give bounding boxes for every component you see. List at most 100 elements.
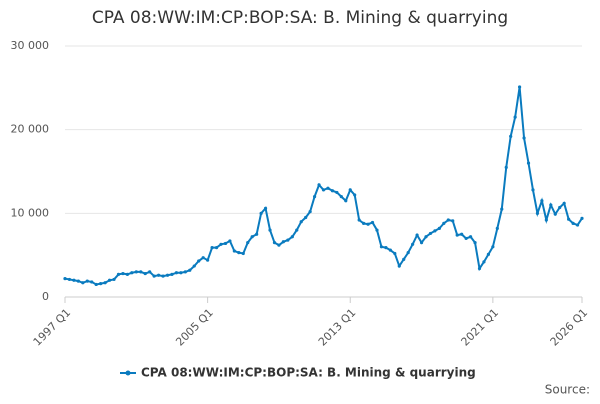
point: [558, 205, 562, 210]
point: [473, 241, 477, 245]
point: [121, 271, 125, 276]
point: [504, 165, 508, 169]
point: [522, 136, 526, 140]
point: [277, 243, 281, 247]
point: [125, 272, 129, 277]
point: [179, 271, 183, 275]
point: [460, 232, 464, 236]
point: [482, 260, 486, 264]
point: [143, 271, 147, 276]
point: [72, 278, 76, 282]
point: [183, 270, 187, 274]
point: [134, 270, 138, 274]
point: [116, 272, 121, 277]
point: [94, 282, 98, 287]
x-tick-label: 1997 Q1: [31, 306, 74, 349]
point: [580, 216, 584, 220]
point: [540, 199, 544, 203]
legend-label: CPA 08:WW:IM:CP:BOP:SA: B. Mining & quar…: [141, 366, 476, 380]
point: [223, 241, 228, 246]
point: [402, 257, 406, 261]
point: [286, 238, 290, 242]
point: [544, 218, 548, 222]
point: [174, 271, 179, 275]
point: [526, 161, 531, 165]
point: [237, 251, 241, 255]
series-line: [64, 86, 583, 286]
point: [152, 274, 156, 278]
point: [210, 246, 214, 250]
y-tick-label: 30 000: [11, 39, 50, 52]
point: [375, 228, 379, 232]
point: [339, 195, 343, 199]
point: [446, 218, 450, 222]
point: [495, 226, 499, 230]
point: [362, 221, 366, 225]
point: [562, 201, 566, 205]
point: [477, 266, 482, 271]
point: [384, 246, 388, 250]
x-tick-label: 2013 Q1: [316, 306, 359, 349]
point: [491, 245, 495, 249]
point: [411, 242, 415, 246]
point: [76, 279, 80, 283]
point: [299, 220, 303, 224]
point: [112, 277, 116, 282]
point: [379, 245, 384, 249]
point: [549, 203, 553, 207]
point: [165, 273, 170, 277]
point: [451, 219, 455, 223]
point: [130, 271, 134, 275]
point: [353, 193, 357, 197]
point: [388, 248, 392, 252]
point: [295, 228, 299, 232]
point: [259, 211, 263, 215]
point: [348, 188, 352, 192]
point: [255, 232, 259, 236]
point: [312, 195, 317, 199]
point: [326, 186, 330, 190]
point: [500, 207, 504, 211]
source: Source:: [545, 383, 590, 397]
point: [415, 233, 419, 237]
x-tick-label: 2021 Q1: [459, 306, 502, 349]
point: [232, 249, 236, 253]
x-tick-label: 2026 Q1: [548, 306, 591, 349]
point: [366, 222, 370, 226]
point: [148, 270, 152, 274]
point: [228, 239, 232, 243]
point: [67, 277, 72, 282]
point: [531, 188, 535, 192]
point: [308, 210, 312, 214]
point: [535, 211, 540, 215]
point: [464, 236, 468, 241]
point: [139, 270, 143, 274]
point: [63, 276, 67, 281]
point: [344, 199, 348, 203]
point: [161, 274, 165, 278]
point: [330, 189, 335, 193]
point: [468, 235, 473, 239]
point: [107, 278, 112, 282]
y-tick-label: 0: [42, 290, 49, 303]
point: [455, 233, 459, 237]
point: [437, 226, 441, 230]
point: [419, 241, 424, 245]
point: [268, 228, 272, 232]
point: [170, 272, 174, 277]
point: [433, 229, 437, 233]
legend-marker: [125, 370, 131, 376]
point: [241, 251, 245, 256]
point: [424, 235, 428, 239]
x-tick-label: 2005 Q1: [173, 306, 216, 349]
point: [509, 134, 513, 138]
point: [201, 256, 205, 260]
point: [290, 235, 294, 239]
point: [103, 281, 107, 285]
point: [518, 85, 522, 89]
point: [553, 212, 557, 216]
point: [393, 251, 397, 256]
y-tick-label: 20 000: [11, 123, 50, 136]
point: [442, 221, 446, 225]
